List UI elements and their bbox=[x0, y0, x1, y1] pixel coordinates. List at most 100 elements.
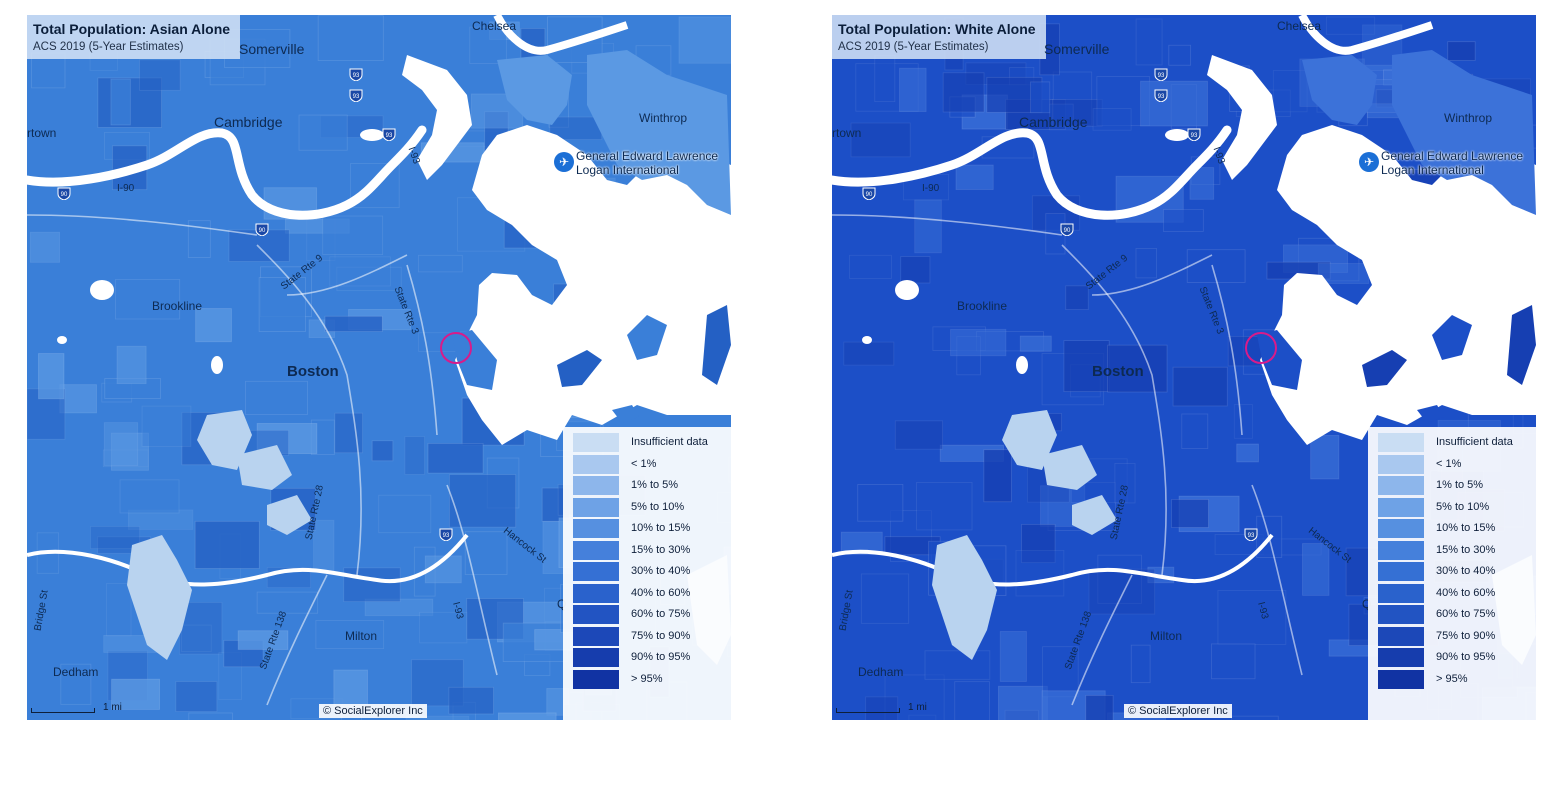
census-tract bbox=[1092, 108, 1132, 131]
legend: Insufficient data < 1% 1% to 5% 5% to 10% 10… bbox=[1368, 427, 1536, 720]
census-tract bbox=[924, 650, 991, 680]
svg-text:90: 90 bbox=[866, 192, 873, 198]
census-tract bbox=[908, 714, 937, 720]
map-credit[interactable]: © SocialExplorer Inc bbox=[319, 704, 427, 718]
airport-icon: ✈ bbox=[1359, 152, 1379, 172]
census-tract bbox=[1015, 549, 1065, 597]
census-tract bbox=[181, 624, 212, 652]
census-tract bbox=[448, 474, 517, 528]
legend-swatch bbox=[573, 540, 619, 560]
census-tract bbox=[404, 436, 425, 475]
airport-label: General Edward Lawrence Logan Internatio… bbox=[576, 149, 718, 177]
airport-icon: ✈ bbox=[554, 152, 574, 172]
census-tract bbox=[466, 598, 524, 640]
census-tract bbox=[1130, 644, 1151, 684]
census-tract bbox=[1310, 434, 1340, 480]
census-tract bbox=[840, 531, 883, 555]
census-tract bbox=[942, 72, 985, 113]
place-milton: Milton bbox=[1150, 629, 1183, 643]
inner-harbor bbox=[402, 55, 472, 180]
census-tract bbox=[195, 308, 232, 343]
place-cambridge: Cambridge bbox=[214, 114, 283, 130]
census-tract bbox=[1135, 18, 1163, 66]
place-winthrop: Winthrop bbox=[639, 111, 688, 125]
interstate-shield: 93 bbox=[439, 528, 453, 541]
census-tract bbox=[900, 256, 931, 284]
legend-label: 15% to 30% bbox=[631, 543, 691, 556]
map-subtitle: ACS 2019 (5-Year Estimates) bbox=[33, 41, 184, 53]
census-tract bbox=[1019, 335, 1052, 352]
census-tract bbox=[865, 696, 899, 720]
census-tract bbox=[103, 422, 139, 467]
legend-item: 1% to 5% bbox=[573, 476, 723, 495]
location-marker[interactable] bbox=[1245, 332, 1277, 364]
census-tract bbox=[998, 685, 1048, 720]
census-tract bbox=[334, 412, 364, 454]
census-tract bbox=[678, 16, 731, 64]
census-tract bbox=[1181, 413, 1209, 450]
place-cambridge: Cambridge bbox=[1019, 114, 1088, 130]
census-tract bbox=[1231, 715, 1279, 720]
legend-item: 60% to 75% bbox=[573, 605, 723, 624]
asian-alone-map[interactable]: Total Population: Asian Alone ACS 2019 (… bbox=[27, 15, 731, 720]
census-tract bbox=[1063, 340, 1110, 393]
census-tract bbox=[1107, 344, 1168, 393]
census-tract bbox=[329, 256, 391, 287]
census-tract bbox=[90, 526, 141, 550]
census-tract bbox=[111, 678, 161, 710]
census-tract bbox=[1088, 568, 1156, 615]
legend-item: 5% to 10% bbox=[573, 497, 723, 517]
census-tract bbox=[954, 681, 990, 720]
scale-bar: 1 mi bbox=[836, 701, 946, 717]
census-tract bbox=[139, 59, 181, 91]
svg-text:93: 93 bbox=[1158, 94, 1165, 100]
place-q: Q bbox=[1362, 597, 1372, 611]
scale-bar: 1 mi bbox=[31, 701, 141, 717]
interstate-shield: 93 bbox=[1187, 128, 1201, 141]
legend-swatch bbox=[573, 454, 619, 474]
legend-item: < 1% bbox=[1378, 454, 1528, 474]
interstate-shield: 93 bbox=[1154, 68, 1168, 81]
location-marker[interactable] bbox=[440, 332, 472, 364]
census-tract bbox=[315, 620, 385, 650]
charles-river bbox=[27, 125, 427, 220]
legend-item: 15% to 30% bbox=[1378, 540, 1528, 560]
place-somerville: Somerville bbox=[1044, 41, 1110, 57]
census-tract bbox=[38, 353, 65, 400]
census-tract bbox=[950, 328, 1007, 357]
census-tract bbox=[333, 669, 368, 708]
svg-text:90: 90 bbox=[259, 228, 266, 234]
legend-swatch bbox=[1378, 519, 1424, 538]
census-tract bbox=[1447, 41, 1476, 61]
census-tract bbox=[1162, 209, 1204, 232]
census-tract bbox=[427, 442, 484, 474]
place-brookline: Brookline bbox=[957, 299, 1008, 313]
legend-item: > 95% bbox=[573, 669, 723, 689]
census-tract bbox=[116, 345, 147, 385]
legend-label: 40% to 60% bbox=[631, 586, 691, 599]
map-credit[interactable]: © SocialExplorer Inc bbox=[1124, 704, 1232, 718]
census-tract bbox=[1140, 80, 1208, 127]
census-tract bbox=[894, 420, 943, 450]
legend-item: < 1% bbox=[573, 454, 723, 474]
legend-swatch bbox=[573, 605, 619, 624]
legend-swatch bbox=[1378, 497, 1424, 517]
census-tract bbox=[497, 712, 557, 720]
place-winthrop: Winthrop bbox=[1444, 111, 1493, 125]
census-tract bbox=[1189, 167, 1215, 200]
airport-name-line2: Logan International bbox=[1381, 163, 1484, 177]
census-tract bbox=[317, 15, 384, 62]
legend-item: 40% to 60% bbox=[573, 583, 723, 603]
census-tract bbox=[1171, 499, 1209, 528]
white-alone-map[interactable]: Total Population: White Alone ACS 2019 (… bbox=[832, 15, 1536, 720]
census-tract bbox=[258, 277, 306, 332]
census-tract bbox=[1168, 44, 1192, 66]
map-title-box: Total Population: White Alone ACS 2019 (… bbox=[832, 15, 1046, 59]
legend-label: > 95% bbox=[631, 672, 663, 685]
census-tract bbox=[194, 520, 260, 569]
svg-text:93: 93 bbox=[443, 533, 450, 539]
census-tract bbox=[860, 573, 910, 624]
census-tract bbox=[469, 26, 507, 64]
legend-label: Insufficient data bbox=[1436, 436, 1513, 448]
place-dedham: Dedham bbox=[858, 665, 904, 679]
